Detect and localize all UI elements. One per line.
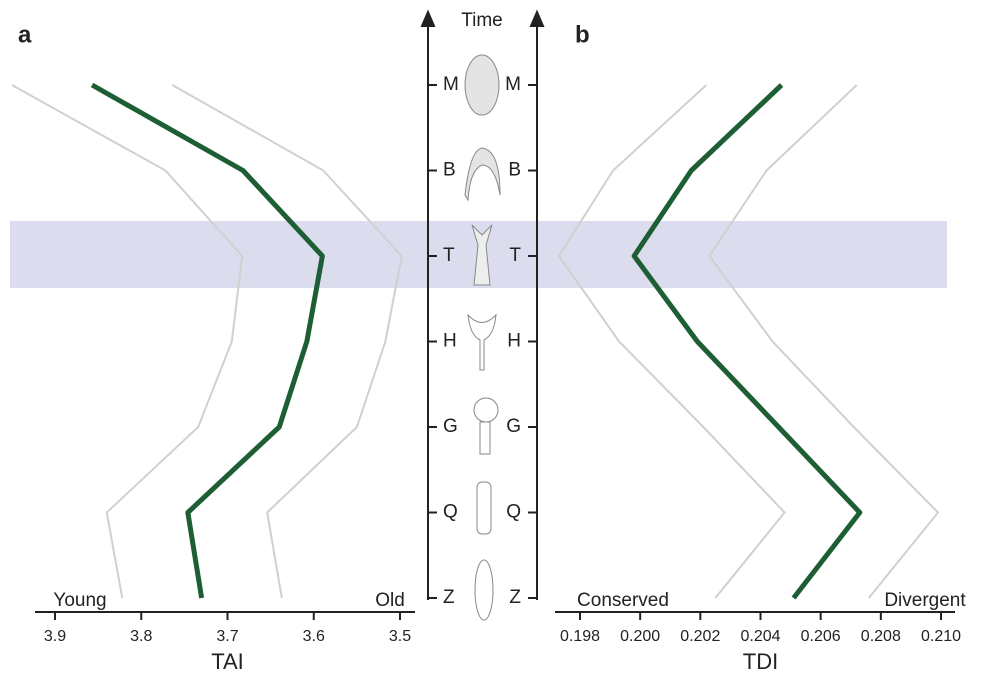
series-line xyxy=(11,84,244,599)
stage-label: Z xyxy=(509,587,521,608)
stage-label: T xyxy=(509,245,521,266)
embryo xyxy=(467,313,497,371)
series-line xyxy=(708,84,939,599)
panel-label: a xyxy=(18,21,32,48)
series-line xyxy=(557,84,786,599)
embryo xyxy=(471,224,493,286)
stage-label: G xyxy=(443,416,458,437)
stage-label: H xyxy=(507,331,521,352)
x-annotation: Old xyxy=(375,590,405,611)
stage-label: T xyxy=(443,245,455,266)
x-annotation: Young xyxy=(53,590,106,611)
series-line xyxy=(631,83,863,600)
x-tick-label: 0.208 xyxy=(861,628,901,645)
x-tick-label: 3.7 xyxy=(216,628,238,645)
x-annotation: Conserved xyxy=(577,590,669,611)
embryo xyxy=(464,54,500,116)
stage-label: B xyxy=(508,160,521,181)
x-tick-label: 3.5 xyxy=(389,628,411,645)
stage-label: Q xyxy=(506,502,521,523)
series-line xyxy=(171,84,403,599)
stage-label: G xyxy=(506,416,521,437)
stage-label: H xyxy=(443,331,457,352)
stage-label: Q xyxy=(443,502,458,523)
arrow xyxy=(420,9,436,27)
x-tick-label: 0.202 xyxy=(680,628,720,645)
embryo xyxy=(464,147,501,202)
stage-label: B xyxy=(443,160,456,181)
x-tick-label: 0.204 xyxy=(740,628,780,645)
x-axis-label: TAI xyxy=(211,649,244,674)
arrow xyxy=(529,9,545,27)
stage-label: M xyxy=(505,74,521,95)
x-tick-label: 0.200 xyxy=(620,628,660,645)
embryo xyxy=(476,481,492,535)
series-line xyxy=(90,82,325,599)
x-tick-label: 0.198 xyxy=(560,628,600,645)
x-tick-label: 3.6 xyxy=(303,628,325,645)
embryo xyxy=(474,559,494,621)
x-axis-label: TDI xyxy=(743,649,778,674)
x-tick-label: 3.9 xyxy=(44,628,66,645)
x-tick-label: 0.210 xyxy=(921,628,961,645)
embryo xyxy=(473,397,499,423)
x-tick-label: 3.8 xyxy=(130,628,152,645)
stage-label: Z xyxy=(443,587,455,608)
x-tick-label: 0.206 xyxy=(801,628,841,645)
stage-label: M xyxy=(443,74,459,95)
panel-label: b xyxy=(575,21,590,48)
embryo xyxy=(479,421,491,455)
time-axis xyxy=(420,9,545,600)
time-label: Time xyxy=(461,10,503,31)
embryo-drawings xyxy=(464,54,501,621)
x-annotation: Divergent xyxy=(884,590,966,611)
